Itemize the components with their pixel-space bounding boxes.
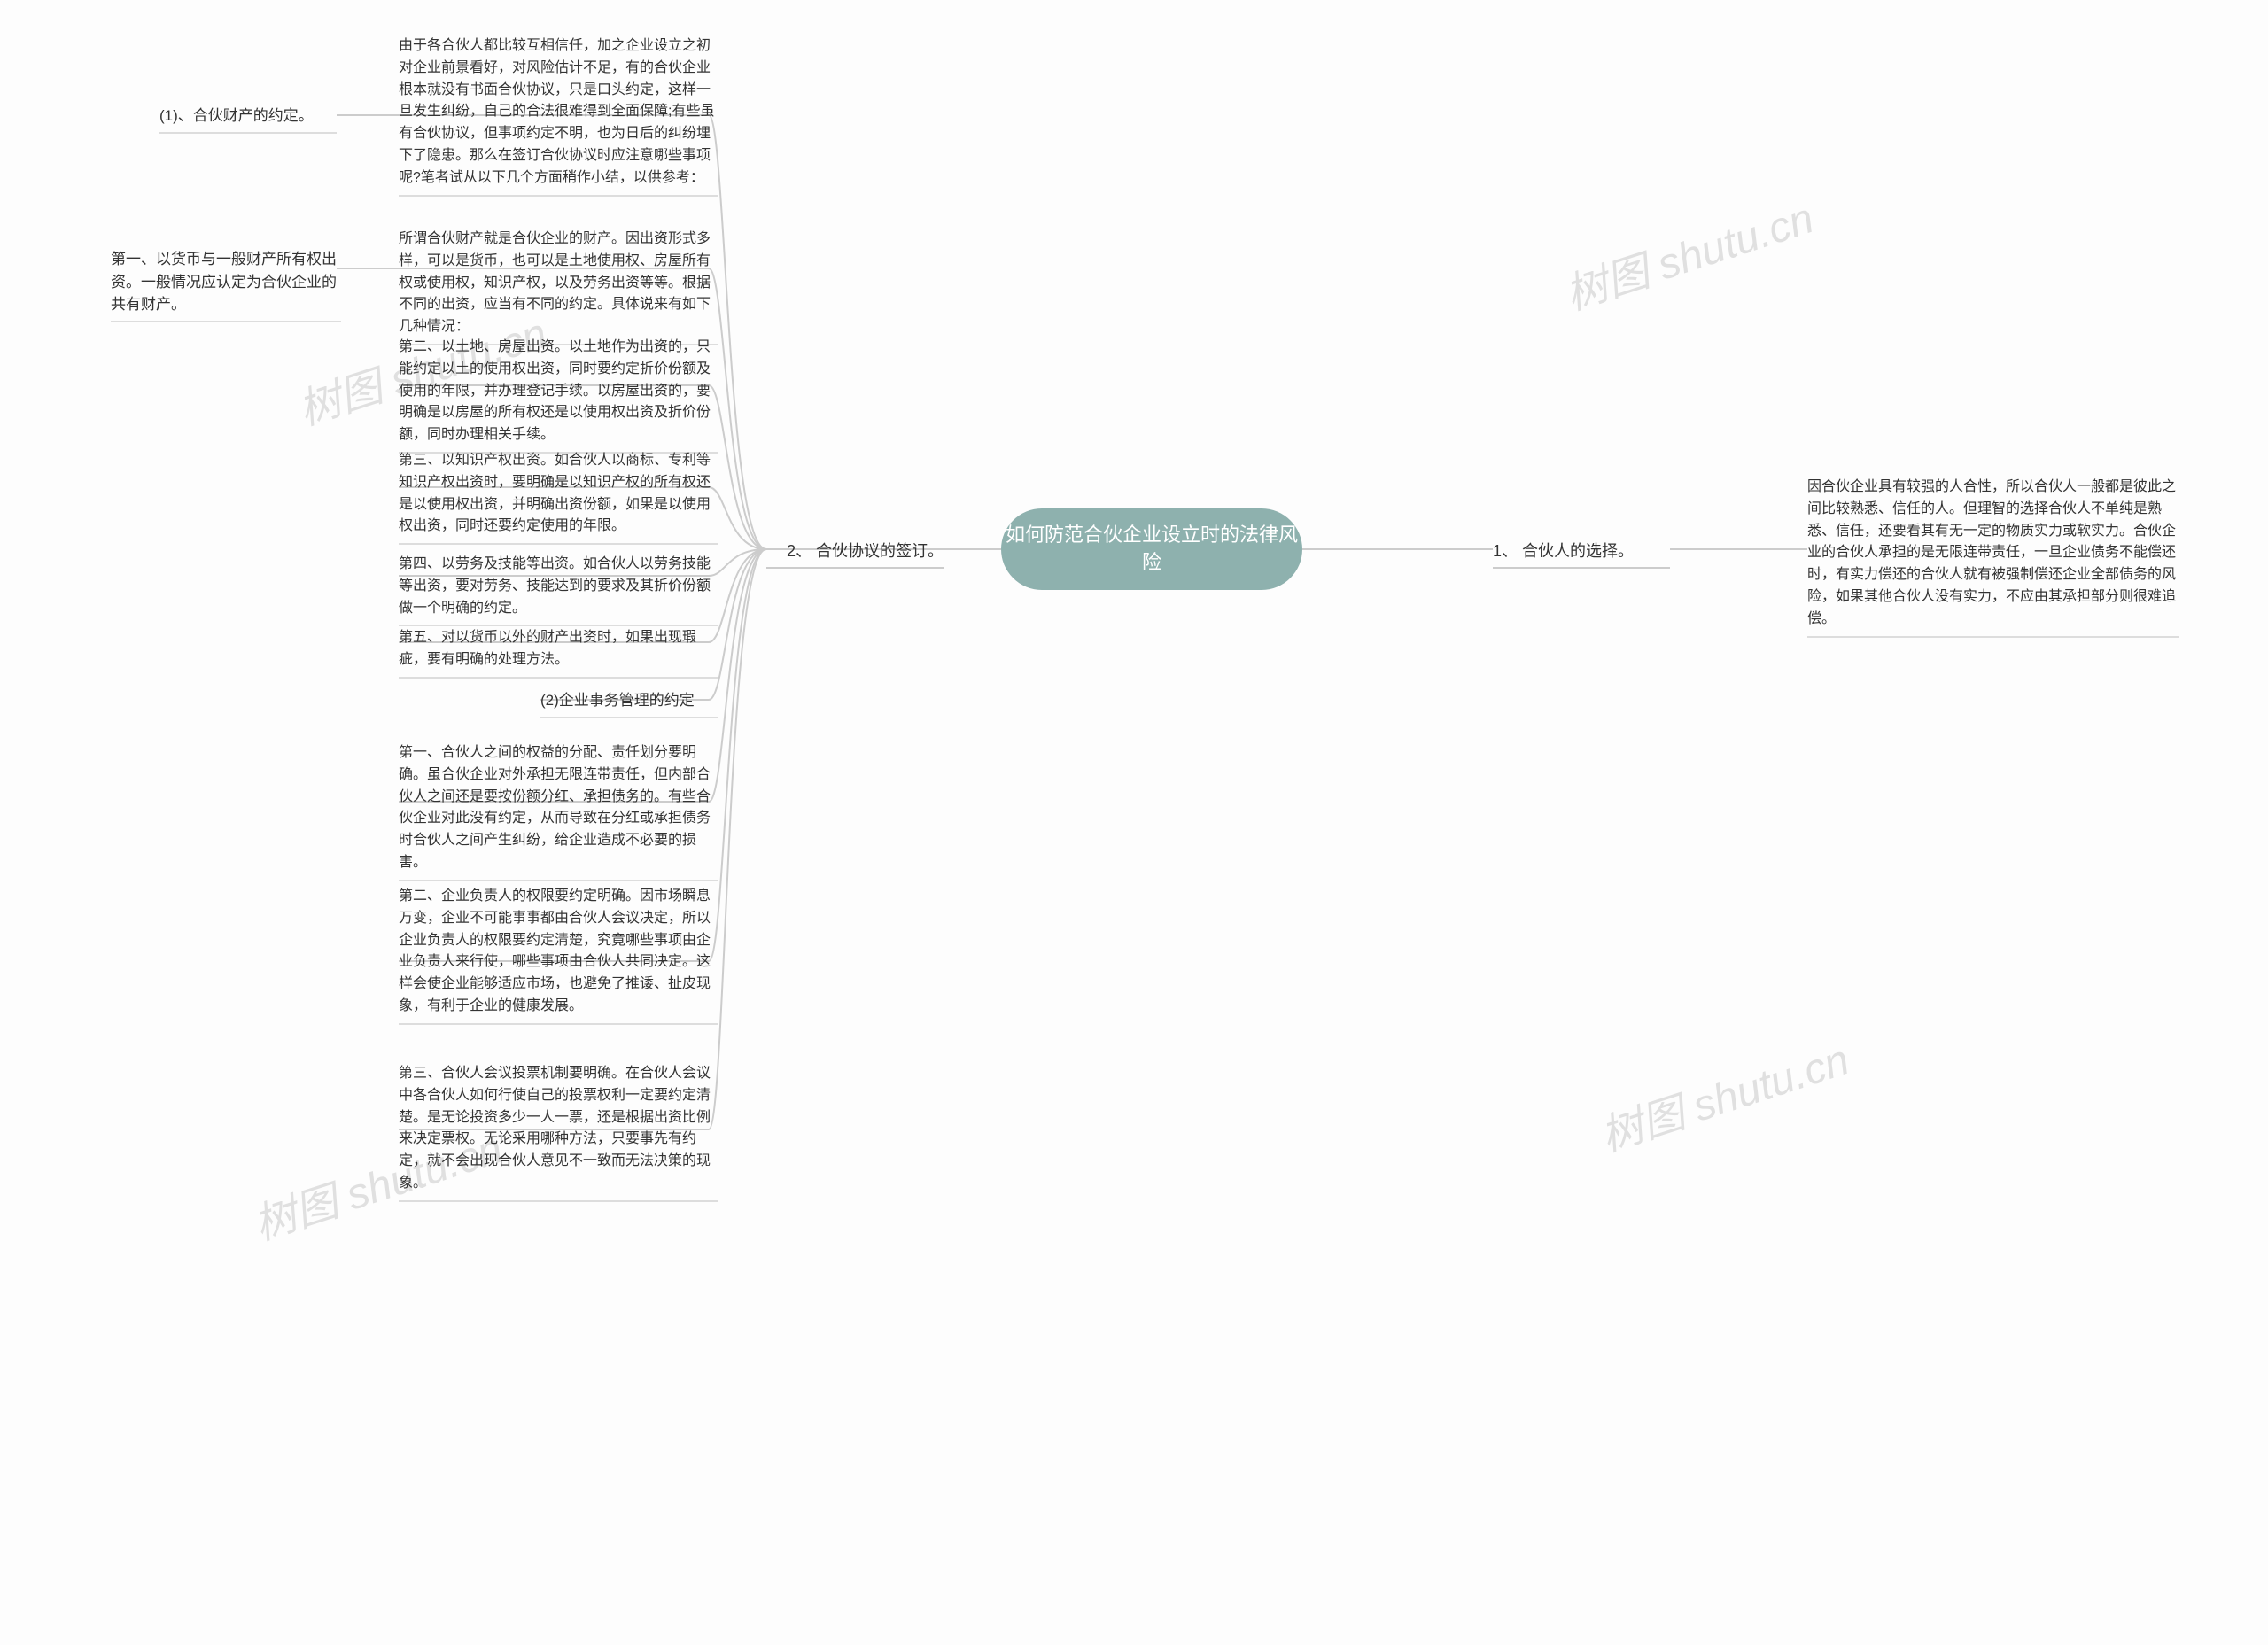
- sub-a-label[interactable]: (1)、合伙财产的约定。: [159, 105, 337, 134]
- sub-b-label[interactable]: (2)企业事务管理的约定: [540, 689, 718, 718]
- item-a0-label[interactable]: 第一、以货币与一般财产所有权出资。一般情况应认定为合伙企业的共有财产。: [111, 248, 341, 322]
- item-b0-leaf[interactable]: 第一、合伙人之间的权益的分配、责任划分要明确。虽合伙企业对外承担无限连带责任，但…: [399, 742, 718, 881]
- sub-a-leaf-text: 由于各合伙人都比较互相信任，加之企业设立之初对企业前景看好，对风险估计不足，有的…: [399, 38, 714, 185]
- item-a3-leaf-text: 第四、以劳务及技能等出资。如合伙人以劳务技能等出资，要对劳务、技能达到的要求及其…: [399, 556, 711, 616]
- item-b2-leaf-text: 第三、合伙人会议投票机制要明确。在合伙人会议中各合伙人如何行使自己的投票权利一定…: [399, 1066, 711, 1191]
- sub-b-label-text: (2)企业事务管理的约定: [540, 692, 695, 709]
- item-a0-leaf-text: 所谓合伙财产就是合伙企业的财产。因出资形式多样，可以是货币，也可以是土地使用权、…: [399, 231, 711, 334]
- item-a2-leaf[interactable]: 第三、以知识产权出资。如合伙人以商标、专利等知识产权出资时，要明确是以知识产权的…: [399, 450, 718, 545]
- branch-right[interactable]: 1、 合伙人的选择。: [1493, 539, 1670, 569]
- sub-a-leaf[interactable]: 由于各合伙人都比较互相信任，加之企业设立之初对企业前景看好，对风险估计不足，有的…: [399, 35, 718, 197]
- item-b1-leaf-text: 第二、企业负责人的权限要约定明确。因市场瞬息万变，企业不可能事事都由合伙人会议决…: [399, 888, 711, 1013]
- branch-right-label: 1、 合伙人的选择。: [1493, 542, 1634, 560]
- item-b0-leaf-text: 第一、合伙人之间的权益的分配、责任划分要明确。虽合伙企业对外承担无限连带责任，但…: [399, 745, 711, 870]
- sub-a-label-text: (1)、合伙财产的约定。: [159, 107, 314, 124]
- watermark: 树图 shutu.cn: [1556, 183, 1820, 322]
- item-b1-leaf[interactable]: 第二、企业负责人的权限要约定明确。因市场瞬息万变，企业不可能事事都由合伙人会议决…: [399, 886, 718, 1025]
- watermark: 树图 shutu.cn: [1591, 1025, 1855, 1163]
- item-a3-leaf[interactable]: 第四、以劳务及技能等出资。如合伙人以劳务技能等出资，要对劳务、技能达到的要求及其…: [399, 554, 718, 626]
- item-a1-leaf[interactable]: 第二、以土地、房屋出资。以土地作为出资的，只能约定以土的使用权出资，同时要约定折…: [399, 337, 718, 454]
- right-leaf-text: 因合伙企业具有较强的人合性，所以合伙人一般都是彼此之间比较熟悉、信任的人。但理智…: [1807, 479, 2176, 626]
- item-a4-leaf[interactable]: 第五、对以货币以外的财产出资时，如果出现瑕疵，要有明确的处理方法。: [399, 627, 718, 679]
- right-leaf[interactable]: 因合伙企业具有较强的人合性，所以合伙人一般都是彼此之间比较熟悉、信任的人。但理智…: [1807, 477, 2179, 638]
- branch-left-label: 2、 合伙协议的签订。: [787, 542, 944, 560]
- item-a1-leaf-text: 第二、以土地、房屋出资。以土地作为出资的，只能约定以土的使用权出资，同时要约定折…: [399, 339, 711, 442]
- connectors: [0, 0, 2268, 1645]
- item-a2-leaf-text: 第三、以知识产权出资。如合伙人以商标、专利等知识产权出资时，要明确是以知识产权的…: [399, 453, 711, 533]
- center-node[interactable]: 如何防范合伙企业设立时的法律风险: [1001, 508, 1302, 590]
- center-title: 如何防范合伙企业设立时的法律风险: [1001, 522, 1302, 577]
- item-a0-label-text: 第一、以货币与一般财产所有权出资。一般情况应认定为合伙企业的共有财产。: [111, 251, 337, 313]
- item-a4-leaf-text: 第五、对以货币以外的财产出资时，如果出现瑕疵，要有明确的处理方法。: [399, 630, 696, 667]
- item-a0-leaf[interactable]: 所谓合伙财产就是合伙企业的财产。因出资形式多样，可以是货币，也可以是土地使用权、…: [399, 229, 718, 345]
- branch-left[interactable]: 2、 合伙协议的签订。: [766, 539, 944, 569]
- item-b2-leaf[interactable]: 第三、合伙人会议投票机制要明确。在合伙人会议中各合伙人如何行使自己的投票权利一定…: [399, 1063, 718, 1202]
